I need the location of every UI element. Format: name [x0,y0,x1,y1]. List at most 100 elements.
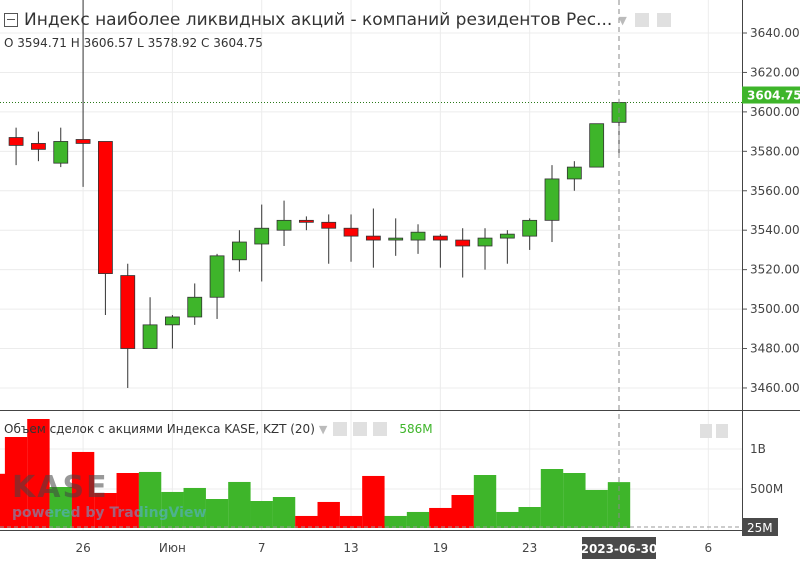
settings-icon[interactable] [333,422,348,436]
price-tick-label: 3620.00 [750,65,800,79]
candle-body [343,227,359,237]
candle-body [142,324,158,349]
price-tick-label: 3520.00 [750,263,800,277]
volume-bar [27,419,50,528]
volume-bar [473,475,497,528]
volume-bar [205,499,229,528]
candle-body [321,221,337,229]
kase-logo: KASE [12,470,109,505]
volume-bar [4,437,28,528]
ohlc-values: O 3594.71 H 3606.57 L 3578.92 C 3604.75 [4,36,263,50]
candle-body [589,123,605,168]
volume-tick-label: 1B [750,442,766,456]
candle-body [231,241,247,261]
candle-body [164,316,180,326]
volume-bar [161,491,184,528]
volume-bar [429,507,452,528]
candle-body [209,255,225,298]
close-label: C [201,36,210,50]
main-legend: Индекс наиболее ликвидных акций - компан… [4,10,671,30]
price-tick-label: 3580.00 [750,144,800,158]
last-price-label: 3604.75 [747,89,800,103]
chevron-down-icon[interactable]: ▼ [318,422,328,436]
volume-bar [518,507,541,528]
candle-body [544,178,560,221]
candle-body [187,296,203,318]
open-label: O [4,36,14,50]
high-label: H [70,36,80,50]
hide-icon[interactable] [353,422,368,436]
candle-body [365,235,381,241]
low-value: 3578.92 [147,36,198,50]
volume-bar [272,497,296,528]
candle-body [254,227,270,245]
time-tick-label: 19 [433,541,448,555]
candle-body [31,143,46,150]
time-tick-label: 23 [522,541,537,555]
candle-body [499,233,515,239]
collapse-icon[interactable] [4,13,18,27]
candle-body [410,231,426,241]
crosshair-date-bg [582,537,656,559]
time-tick-label: 7 [258,541,266,555]
volume-bar [563,473,586,528]
price-tick-label: 3560.00 [750,184,800,198]
candle-body [432,235,448,241]
volume-bar [362,475,385,528]
price-tick-label: 3460.00 [750,381,800,395]
price-tick-label: 3600.00 [750,105,800,119]
symbol-title: Индекс наиболее ликвидных акций - компан… [24,10,613,30]
settings-icon[interactable] [634,13,649,27]
volume-min-label: 25M [747,521,773,535]
time-tick-label: 6 [704,541,712,555]
price-tick-label: 3640.00 [750,26,800,40]
last-price-label-bg [742,86,800,104]
candle-body [566,166,582,180]
close-icon[interactable] [373,422,388,436]
candle-body [53,141,69,164]
volume-bar [384,515,407,528]
price-tick-label: 3500.00 [750,302,800,316]
price-tick-label: 3540.00 [750,223,800,237]
low-label: L [137,36,144,50]
volume-bar [540,469,564,528]
candle-body [98,141,113,274]
volume-bar [49,487,72,528]
move-up-icon[interactable] [700,424,712,438]
close-value: 3604.75 [213,36,263,50]
volume-bar [317,501,340,528]
volume-min-label-bg [742,518,778,536]
candle-body [75,139,91,144]
time-tick-label: 26 [75,541,90,555]
volume-bar [183,487,206,528]
hide-icon[interactable] [656,13,671,27]
candle-body [455,239,471,247]
volume-bar [295,515,318,528]
watermark-logo: KASE powered by TradingView [12,470,206,521]
volume-bar [250,501,273,528]
volume-bar [406,511,430,528]
time-tick-label: Июн [159,541,186,555]
candle-body [120,275,136,349]
volume-bar [339,515,363,528]
volume-bar [496,511,519,528]
high-value: 3606.57 [83,36,134,50]
candle-body [388,237,404,241]
volume-bar [138,471,162,528]
price-tick-label: 3480.00 [750,342,800,356]
volume-bar [71,451,95,528]
volume-legend: Объем сделок с акциями Индекса KASE, KZT… [4,422,433,436]
candle-body [477,237,493,247]
open-value: 3594.71 [17,36,67,50]
volume-value: 586M [399,422,433,436]
move-down-icon[interactable] [716,424,728,438]
volume-bar [0,473,6,528]
volume-bar [585,489,608,528]
chevron-down-icon[interactable]: ▼ [618,13,627,27]
volume-bar [116,473,139,528]
time-tick-label: 13 [343,541,358,555]
volume-title: Объем сделок с акциями Индекса KASE, KZT… [4,422,315,436]
volume-bar [228,481,251,528]
volume-bar [451,495,474,528]
